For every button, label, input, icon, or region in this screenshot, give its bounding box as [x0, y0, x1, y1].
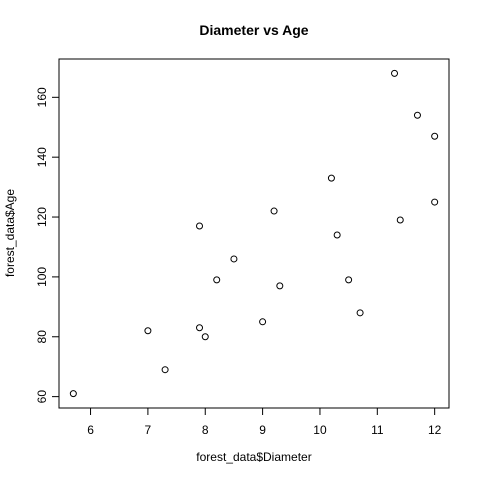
x-tick-label: 12 [428, 423, 442, 437]
y-axis-label: forest_data$Age [3, 189, 17, 277]
x-axis-label: forest_data$Diameter [196, 450, 311, 464]
y-tick-label: 60 [35, 390, 49, 404]
x-axis: 6 7 8 9 10 11 12 [87, 407, 442, 437]
data-point [230, 255, 238, 263]
x-tick-label: 9 [259, 423, 266, 437]
data-point [413, 111, 421, 119]
data-point [431, 132, 439, 140]
x-tick-label: 10 [313, 423, 327, 437]
data-point [161, 366, 169, 374]
data-points [69, 69, 439, 398]
data-point [144, 327, 152, 335]
y-tick-label: 120 [35, 207, 49, 227]
data-point [69, 390, 77, 398]
data-point [196, 324, 204, 332]
x-tick-label: 8 [202, 423, 209, 437]
data-point [213, 276, 221, 284]
y-tick-label: 160 [35, 87, 49, 107]
data-point [201, 333, 209, 341]
data-point [356, 309, 364, 317]
data-point [431, 198, 439, 206]
x-tick-label: 7 [145, 423, 152, 437]
y-tick-label: 140 [35, 147, 49, 167]
x-tick-label: 11 [371, 423, 384, 437]
data-point [391, 69, 399, 77]
data-point [333, 231, 341, 239]
chart-title: Diameter vs Age [199, 22, 308, 38]
y-tick-label: 80 [35, 330, 49, 344]
data-point [196, 222, 204, 230]
data-point [259, 318, 267, 326]
y-tick-label: 100 [35, 267, 49, 287]
data-point [345, 276, 353, 284]
plot-frame [58, 58, 450, 409]
data-point [276, 282, 284, 290]
data-point [327, 174, 335, 182]
x-tick-label: 6 [87, 423, 94, 437]
y-axis: 60 80 100 120 140 160 [35, 87, 60, 404]
data-point [270, 207, 278, 215]
data-point [396, 216, 404, 224]
